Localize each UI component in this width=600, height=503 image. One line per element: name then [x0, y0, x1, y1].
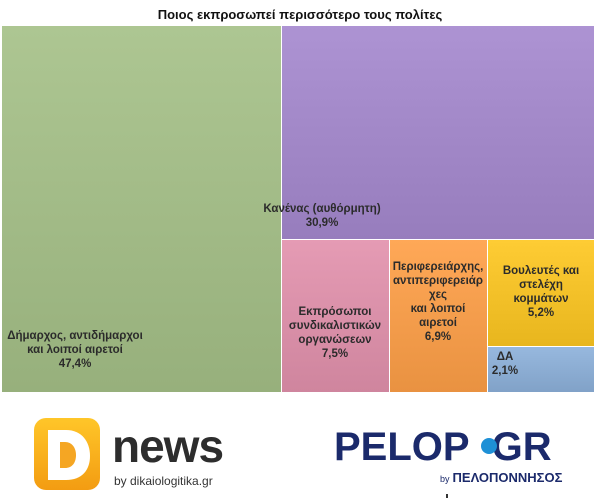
treemap-tile-value: 30,9%: [306, 217, 339, 229]
treemap-tile-label: και λοιποί: [411, 303, 466, 315]
treemap-tile-label: κομμάτων: [513, 293, 568, 305]
pelop-wordmark: PELOP GR: [334, 424, 552, 470]
dnews-wordmark: news: [112, 420, 224, 472]
treemap-tile-label: Περιφερειάρχης,: [393, 261, 484, 273]
treemap-tile-4: [488, 240, 594, 346]
treemap-tile-label: συνδικαλιστικών: [289, 320, 381, 332]
pelop-word-suffix: GR: [491, 425, 552, 469]
treemap-tile-label: χες: [429, 289, 447, 301]
dnews-d-mark: D: [34, 418, 100, 490]
treemap-tile-value: 6,9%: [425, 331, 451, 343]
pelop-dot-icon: [481, 438, 497, 454]
treemap-tile-label: στελέχη: [519, 279, 563, 291]
treemap-tile-5: [488, 347, 594, 392]
pelop-sub-text: ΠΕΛΟΠΟΝΝΗΣΟΣ: [452, 470, 563, 485]
treemap-tile-label: οργανώσεων: [298, 334, 371, 346]
treemap-tile-label: αιρετοί: [419, 317, 457, 329]
treemap-tile-label: Κανένας (αυθόρμητη): [263, 203, 381, 215]
treemap-chart: Δήμαρχος, αντιδήμαρχοι και λοιποί αιρετοί…: [2, 26, 594, 392]
treemap-tile-value: 2,1%: [492, 365, 518, 377]
treemap-tile-label: και λοιποί αιρετοί: [27, 344, 123, 356]
pelop-tick: [446, 494, 448, 498]
treemap-tile-label: ΔΑ: [497, 351, 514, 363]
treemap-tile-label: Εκπρόσωποι: [299, 306, 372, 318]
treemap-tile-value: 5,2%: [528, 307, 554, 319]
treemap-tile-0: [2, 26, 281, 392]
treemap-tile-3: [390, 240, 487, 392]
dnews-subtitle: by dikaiologitika.gr: [114, 474, 213, 488]
treemap-tile-label: αντιπεριφερειάρ: [393, 275, 483, 287]
pelop-word-main: PELOP: [334, 425, 470, 469]
treemap-tile-value: 47,4%: [59, 358, 92, 370]
pelop-subtitle: by ΠΕΛΟΠΟΝΝΗΣΟΣ: [440, 470, 562, 485]
treemap-tile-value: 7,5%: [322, 348, 348, 360]
chart-title: Ποιος εκπροσωπεί περισσότερο τους πολίτε…: [157, 7, 443, 22]
dnews-logo: D news by dikaiologitika.gr: [34, 418, 244, 494]
pelop-by: by: [440, 474, 450, 484]
treemap-tile-1: [282, 26, 594, 239]
treemap-tile-label: Βουλευτές και: [503, 265, 579, 277]
pelop-logo: PELOP GR by ΠΕΛΟΠΟΝΝΗΣΟΣ: [330, 418, 580, 498]
treemap-tile-2: [282, 240, 389, 392]
treemap-tile-label: Δήμαρχος, αντιδήμαρχοι: [7, 330, 143, 342]
